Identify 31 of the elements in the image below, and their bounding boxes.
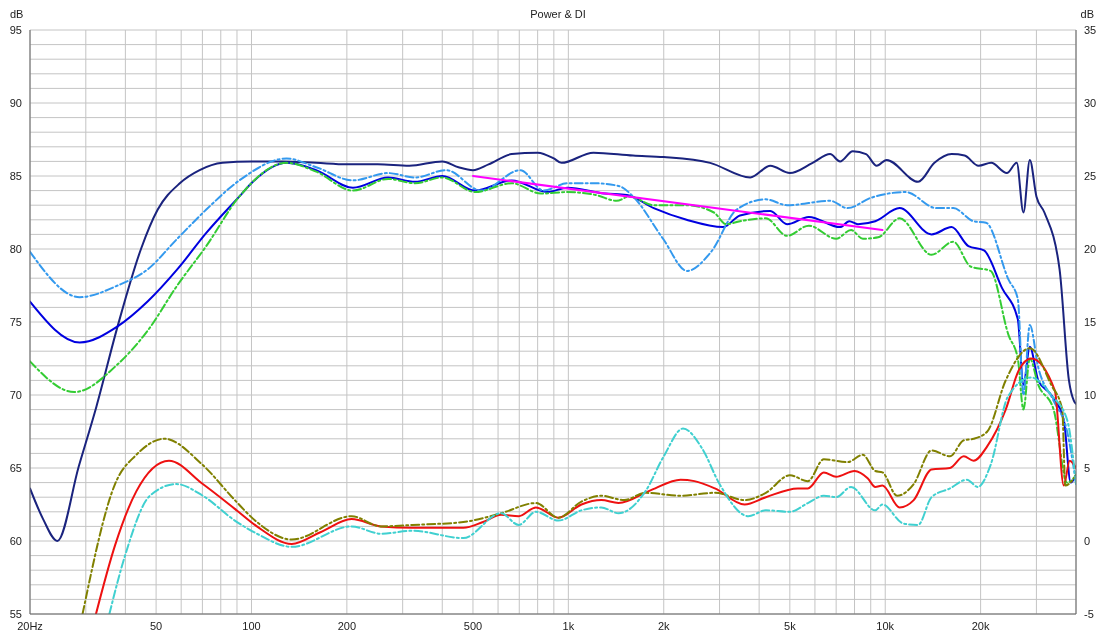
chart-title: Power & DI [530,8,586,20]
x-tick-label: 10k [876,619,895,632]
y2-tick-label: 35 [1084,23,1097,36]
y2-tick-label: 20 [1084,242,1097,255]
x-tick-label: 2k [657,619,671,632]
y2-tick-label: 5 [1084,461,1091,474]
x-tick-label: 500 [463,619,483,632]
y2-tick-label: 0 [1084,534,1091,547]
y2-tick-label: 10 [1084,388,1097,401]
y-tick-label: 85 [9,169,22,182]
y2-tick-label: 15 [1084,315,1097,328]
y-tick-label: 75 [9,315,22,328]
y-tick-label: 90 [9,96,22,109]
y-tick-label: 95 [9,23,22,36]
x-tick-label: 20k [971,619,990,632]
y-tick-label: 80 [9,242,22,255]
y2-axis-title: dB [1080,8,1094,20]
x-tick-label: 200 [337,619,357,632]
x-tick-label: 1k [562,619,575,632]
y-tick-label: 55 [9,607,22,620]
x-tick-label: 20Hz [17,619,43,632]
y-tick-label: 70 [9,388,22,401]
y-tick-label: 65 [9,461,22,474]
y2-tick-label: -5 [1084,607,1094,620]
x-tick-label: 5k [784,619,797,632]
y-tick-label: 60 [9,534,22,547]
x-tick-label: 50 [149,619,163,632]
y2-tick-label: 25 [1084,169,1097,182]
y2-tick-label: 30 [1084,96,1097,109]
x-tick-label: 100 [242,619,261,632]
y-axis-title: dB [10,8,24,20]
